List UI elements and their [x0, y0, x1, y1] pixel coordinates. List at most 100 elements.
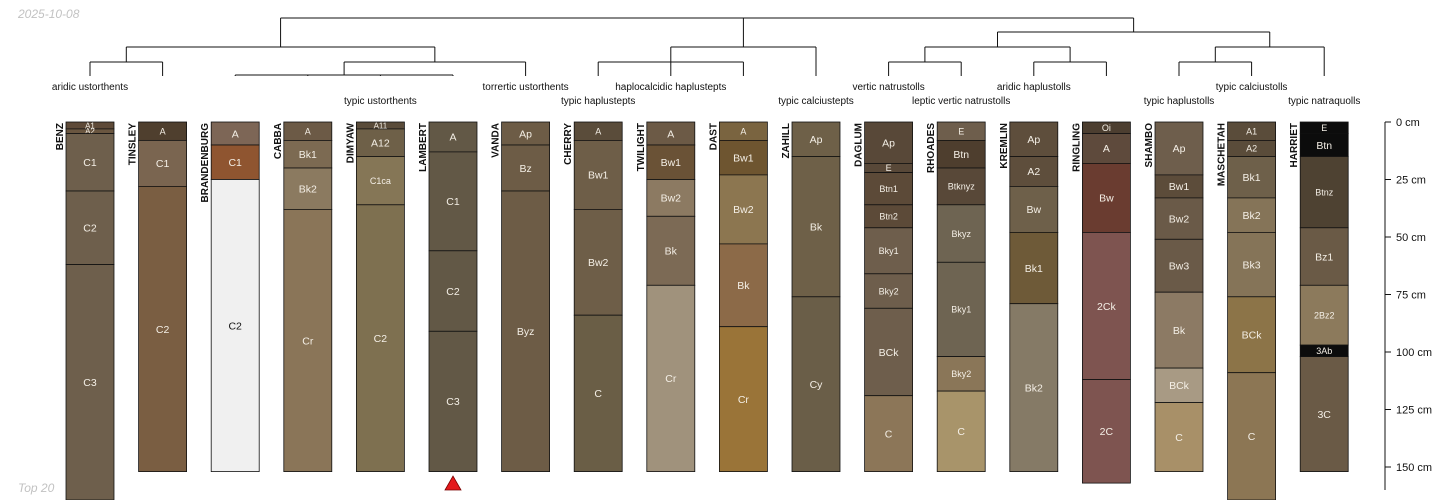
horizon-label: Bk1: [1243, 172, 1261, 184]
horizon-block: [138, 139, 188, 187]
horizon-label: Bky1: [951, 305, 971, 315]
horizon-block: [646, 179, 696, 217]
profile-cherry: A Bw1 Bw2 C CHERRY: [563, 121, 623, 473]
horizon-block: [936, 356, 986, 392]
horizon-block: [646, 284, 696, 472]
profile-name: DIMYAW: [345, 122, 356, 163]
horizon-block: [355, 156, 405, 206]
horizon-block: [428, 250, 478, 332]
horizon-block: [1082, 162, 1131, 233]
horizon-label: Btn: [953, 149, 969, 161]
horizon-label: C3: [446, 396, 460, 408]
horizon-block: [210, 144, 260, 180]
profile-name: BRANDENBURG: [200, 123, 211, 203]
horizon-block: [1154, 291, 1204, 369]
profile-name: DAGLUM: [854, 123, 865, 167]
horizon-block: [1082, 133, 1131, 164]
horizon-label: Bk2: [1243, 210, 1261, 222]
profile-name: DAST: [708, 123, 719, 150]
profile-name: TINSLEY: [128, 123, 139, 166]
horizon-label: Bk2: [1025, 382, 1043, 394]
horizon-label: A: [232, 128, 239, 140]
horizon-label: C3: [83, 377, 97, 389]
horizon-block: [1082, 231, 1131, 380]
taxa-label: aridic haplustolls: [997, 82, 1071, 93]
horizon-label: A2: [1246, 144, 1257, 154]
horizon-label: C1: [156, 158, 170, 170]
horizon-block: [1009, 231, 1059, 305]
horizon-label: Bk3: [1243, 259, 1261, 271]
horizon-block: [936, 139, 986, 169]
horizon-label: A12: [371, 137, 390, 149]
horizon-label: Bw1: [588, 170, 609, 182]
horizon-block: [65, 133, 115, 192]
horizon-label: Oi: [1102, 123, 1111, 133]
horizon-label: A: [305, 126, 311, 136]
horizon-block: [864, 227, 913, 275]
horizon-label: Bw1: [1169, 181, 1190, 193]
horizon-label: 3C: [1317, 409, 1331, 421]
horizon-block: [573, 208, 623, 316]
horizon-label: A1: [1246, 126, 1257, 136]
horizon-label: BCk: [1242, 330, 1263, 342]
horizon-block: [936, 261, 986, 357]
horizon-label: A: [740, 126, 746, 136]
horizon-label: Ap: [882, 137, 895, 149]
taxa-label: typic ustorthents: [344, 96, 417, 107]
horizon-label: A: [449, 132, 456, 144]
horizon-label: Btknyz: [948, 182, 976, 192]
horizon-label: Bky1: [879, 246, 899, 256]
profile-name: CHERRY: [563, 123, 574, 165]
horizon-block: [283, 208, 333, 473]
horizon-block: [428, 330, 478, 472]
horizon-block: [1154, 238, 1204, 293]
horizon-label: 2C: [1100, 426, 1114, 438]
horizon-block: [719, 243, 768, 328]
horizon-label: 2Ck: [1097, 301, 1116, 313]
axis-tick-label: 50 cm: [1396, 232, 1426, 244]
profile-shambo: Ap Bw1 Bw2 Bw3 Bk BCk C SHAMBO: [1144, 121, 1204, 473]
horizon-label: E: [1321, 123, 1327, 133]
horizon-label: E: [886, 163, 892, 173]
horizon-block: [864, 273, 913, 309]
profile-ringling: Oi A Bw 2Ck 2C RINGLING: [1071, 121, 1131, 484]
profile-daglum: Ap E Btn1 Btn2 Bky1 Bky2 BCk C DAGLUM: [854, 121, 913, 473]
horizon-label: A: [667, 128, 674, 140]
axis-tick-label: 100 cm: [1396, 347, 1432, 359]
horizon-block: [1009, 303, 1059, 473]
profile-tinsley: A C1 C2 TINSLEY: [128, 121, 188, 473]
horizon-label: Bz1: [1315, 251, 1333, 263]
horizon-block: [1299, 284, 1349, 346]
horizon-label: Ap: [810, 134, 823, 146]
profile-cabba: A Bk1 Bk2 Cr CABBA: [273, 121, 333, 473]
horizon-label: Bw2: [733, 204, 754, 216]
profile-name: KREMLIN: [999, 123, 1010, 169]
horizon-block: [864, 172, 913, 206]
profile-name: RINGLING: [1071, 123, 1082, 172]
profile-name: VANDA: [491, 123, 502, 158]
horizon-label: Btn2: [879, 212, 898, 222]
horizon-block: [355, 204, 405, 472]
horizon-label: C1: [228, 157, 242, 169]
profile-kremlin: Ap A2 Bw Bk1 Bk2 KREMLIN: [999, 121, 1059, 473]
horizon-label: Btnz: [1315, 187, 1334, 197]
triangle-marker-icon: [444, 475, 462, 491]
horizon-label: Bz: [519, 163, 531, 175]
profile-rhoades: E Btn Btknyz Bkyz Bky1 Bky2 C RHOADES: [926, 121, 986, 473]
horizon-label: Bk2: [299, 183, 317, 195]
horizon-block: [791, 156, 841, 298]
axis-tick-label: 150 cm: [1396, 462, 1432, 474]
horizon-label: Bk: [810, 221, 823, 233]
profile-name: RHOADES: [926, 123, 937, 173]
horizon-label: E: [958, 126, 964, 136]
horizon-label: Ap: [519, 128, 532, 140]
axis-tick-label: 75 cm: [1396, 290, 1426, 302]
horizon-label: Ap: [1027, 134, 1040, 146]
profile-name: LAMBERT: [418, 123, 429, 172]
profile-lambert: A C1 C2 C3 LAMBERT: [418, 121, 478, 472]
horizon-label: A: [595, 126, 601, 136]
taxa-labels: aridic ustorthents typic ustorthents torre…: [52, 82, 1360, 107]
horizon-label: C1: [83, 157, 97, 169]
horizon-block: [573, 139, 623, 210]
